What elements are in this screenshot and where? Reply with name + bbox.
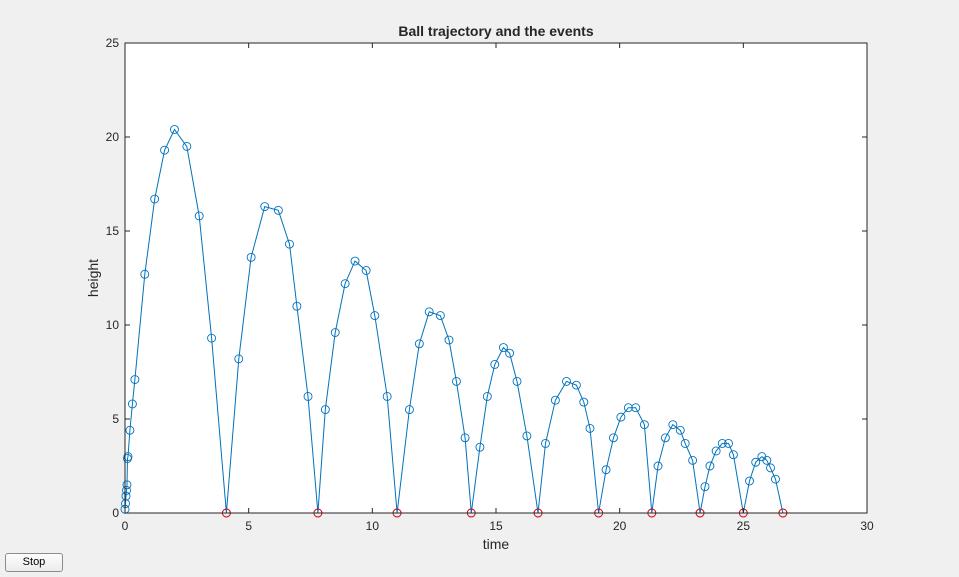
x-tick-label: 5 [245,519,252,533]
trajectory-point [170,125,179,134]
trajectory-point [460,433,470,443]
trajectory-point [766,463,775,473]
trajectory-point [616,412,626,422]
trajectory-point [745,476,754,486]
trajectory-point [675,425,685,435]
trajectory-point [382,391,392,401]
trajectory-point [728,450,738,460]
trajectory-point [585,423,595,433]
x-tick-label: 10 [366,519,380,533]
trajectory-point [121,491,131,501]
trajectory-point [579,397,589,407]
trajectory-point [122,485,131,495]
trajectory-point [601,465,611,475]
trajectory-point [127,399,137,409]
trajectory-point [444,335,454,345]
trajectory-point [562,376,571,386]
y-tick-label: 15 [106,224,120,238]
x-tick-label: 15 [489,519,503,533]
trajectory-point [350,256,360,266]
trajectory-point [711,446,721,456]
trajectory-point [260,202,270,212]
trajectory-point [771,474,780,484]
trajectory-point [182,141,192,151]
trajectory-point [130,375,140,384]
y-tick-label: 0 [112,506,119,520]
trajectory-point [207,333,217,343]
trajectory-point [424,307,434,317]
trajectory-point [482,391,492,401]
trajectory-point [150,194,160,204]
trajectory-point [688,455,698,465]
x-axis-label: time [483,536,510,552]
trajectory-point [475,442,485,452]
trajectory-point [140,269,150,279]
trajectory-point [340,279,350,289]
trajectory-point [680,438,690,448]
trajectory-point [404,405,414,415]
trajectory-point [160,145,170,155]
trajectory-point [639,420,649,430]
x-tick-label: 20 [613,519,627,533]
trajectory-point [700,482,710,492]
trajectory-point [303,391,313,401]
trajectory-point [330,328,340,337]
trajectory-point [623,403,633,413]
trajectory-point [705,461,715,471]
trajectory-point [668,420,678,430]
trajectory-point [522,431,532,441]
trajectory-point [660,433,670,443]
chart-title: Ball trajectory and the events [398,23,594,39]
y-tick-label: 10 [106,318,120,332]
trajectory-point [451,376,461,386]
trajectory-point [724,438,733,448]
trajectory-point [370,311,380,321]
trajectory-point [631,403,641,413]
trajectory-point [571,380,581,390]
trajectory-point [751,457,761,467]
trajectory-point [320,405,330,415]
trajectory-point [609,433,618,443]
y-tick-label: 20 [106,130,120,144]
trajectory-point [762,455,772,465]
trajectory-point [234,354,244,364]
trajectory-point [498,343,508,353]
x-tick-label: 25 [737,519,751,533]
y-axis-label: height [85,259,101,297]
trajectory-point [505,348,515,358]
trajectory-point [292,301,302,311]
trajectory-point [653,461,663,471]
trajectory-point [273,205,283,215]
x-tick-label: 0 [122,519,129,533]
trajectory-point [550,395,560,405]
trajectory-point [246,252,256,262]
trajectory-point [361,266,371,275]
trajectory-point [123,452,133,462]
trajectory-point [490,360,500,369]
trajectory-point [285,239,294,249]
y-tick-label: 5 [112,412,119,426]
trajectory-point [512,376,522,386]
y-tick-label: 25 [106,36,120,50]
trajectory-point [435,311,445,321]
stop-button[interactable]: Stop [5,553,63,572]
trajectory-point [414,339,424,349]
axes-box [124,42,868,514]
trajectory-point [122,480,132,490]
plot-area [125,43,867,513]
trajectory-point [717,438,727,448]
x-tick-label: 30 [860,519,874,533]
trajectory-point [541,438,550,448]
trajectory-point [125,425,135,435]
trajectory-point [194,211,204,221]
